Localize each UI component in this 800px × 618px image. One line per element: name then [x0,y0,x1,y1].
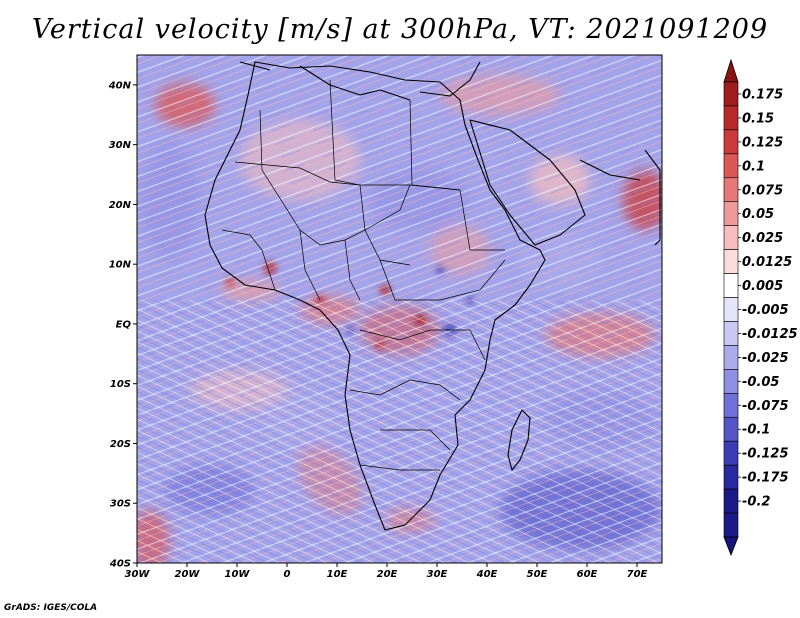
colorbar-swatch [723,81,739,107]
lat-tick-label: 20N [109,200,132,211]
colorbar-label: -0.075 [742,399,789,414]
colorbar-swatch [723,488,739,514]
lat-tick-label: 30S [110,499,131,510]
colorbar-max-arrow [723,58,739,83]
colorbar-label: 0.125 [742,135,783,150]
lon-tick-label: 20E [377,569,398,580]
lon-tick-label: 10W [225,569,251,580]
lon-tick-label: 40E [476,569,498,580]
lat-tick-label: 40S [109,559,131,570]
lon-tick-label: 50E [527,569,548,580]
colorbar-swatch [723,129,739,155]
lon-tick-label: 0 [284,569,291,580]
latitude-axis: 40N 30N 20N 10N EQ 10S 20S 30S 40S [108,80,137,570]
colorbar-label: 0.1 [742,159,765,174]
africa-coastline [204,61,546,531]
colorbar-label: 0.15 [742,111,774,126]
colorbar-swatch [723,249,739,274]
chart-title: Vertical velocity [m/s] at 300hPa, VT: 2… [31,14,769,45]
colorbar-swatch [723,273,739,298]
lon-tick-label: 60E [577,569,598,580]
colorbar-label: -0.05 [742,375,779,390]
colorbar-label: -0.0125 [742,327,798,342]
country-borders [221,79,506,471]
madagascar-coastline [507,409,531,471]
lat-tick-label: 10S [110,379,131,390]
field-texture-south [137,300,662,563]
colorbar-label: 0.05 [742,207,774,222]
colorbar-min-arrow [723,536,739,557]
colorbar-swatch [723,512,739,538]
colorbar-label: 0.0125 [742,255,792,270]
lat-tick-label: 10N [109,260,132,271]
arabia-coastline [469,119,586,246]
plot-area [137,55,662,563]
colorbar: 0.175 0.15 0.125 0.1 0.075 0.05 0.025 0.0125 0.0… [723,58,798,557]
colorbar-swatch [723,416,739,442]
lat-tick-label: 40N [108,80,132,91]
lon-tick-label: 10E [327,569,348,580]
colorbar-label: -0.125 [742,447,789,462]
colorbar-swatch [723,369,739,394]
lon-tick-label: 20W [175,569,201,580]
colorbar-swatch [723,321,739,346]
colorbar-label: -0.2 [742,495,770,510]
grads-credit: GrADS: IGES/COLA [4,603,98,613]
colorbar-label: 0.005 [742,279,783,294]
lat-tick-label: 30N [109,140,132,151]
europe-coastline [239,61,481,101]
coastlines [204,61,661,531]
colorbar-swatch [723,105,739,131]
longitude-axis: 30W 20W 10W 0 10E 20E 30E 40E 50E 60E 70E [125,563,648,580]
colorbar-swatch [723,464,739,490]
india-coastline [644,149,661,246]
colorbar-swatch [723,440,739,466]
colorbar-label: -0.025 [742,351,789,366]
colorbar-swatch [723,393,739,418]
persia-coastline [579,159,641,181]
lat-tick-label: EQ [116,319,132,330]
colorbar-swatch [723,177,739,203]
lat-tick-label: 20S [110,439,131,450]
colorbar-swatch [723,225,739,250]
lon-tick-label: 30E [427,569,448,580]
colorbar-label: 0.175 [742,87,783,102]
colorbar-swatch [723,297,739,322]
plot-frame [136,54,663,564]
colorbar-swatch [723,345,739,370]
colorbar-label: 0.075 [742,183,783,198]
colorbar-label: 0.025 [742,231,783,246]
colorbar-label: -0.1 [742,423,770,438]
colorbar-swatch [723,201,739,226]
lon-tick-label: 30W [125,569,151,580]
colorbar-swatch [723,153,739,179]
colorbar-label: -0.175 [742,471,789,486]
lon-tick-label: 70E [627,569,648,580]
colorbar-label: -0.005 [742,303,789,318]
